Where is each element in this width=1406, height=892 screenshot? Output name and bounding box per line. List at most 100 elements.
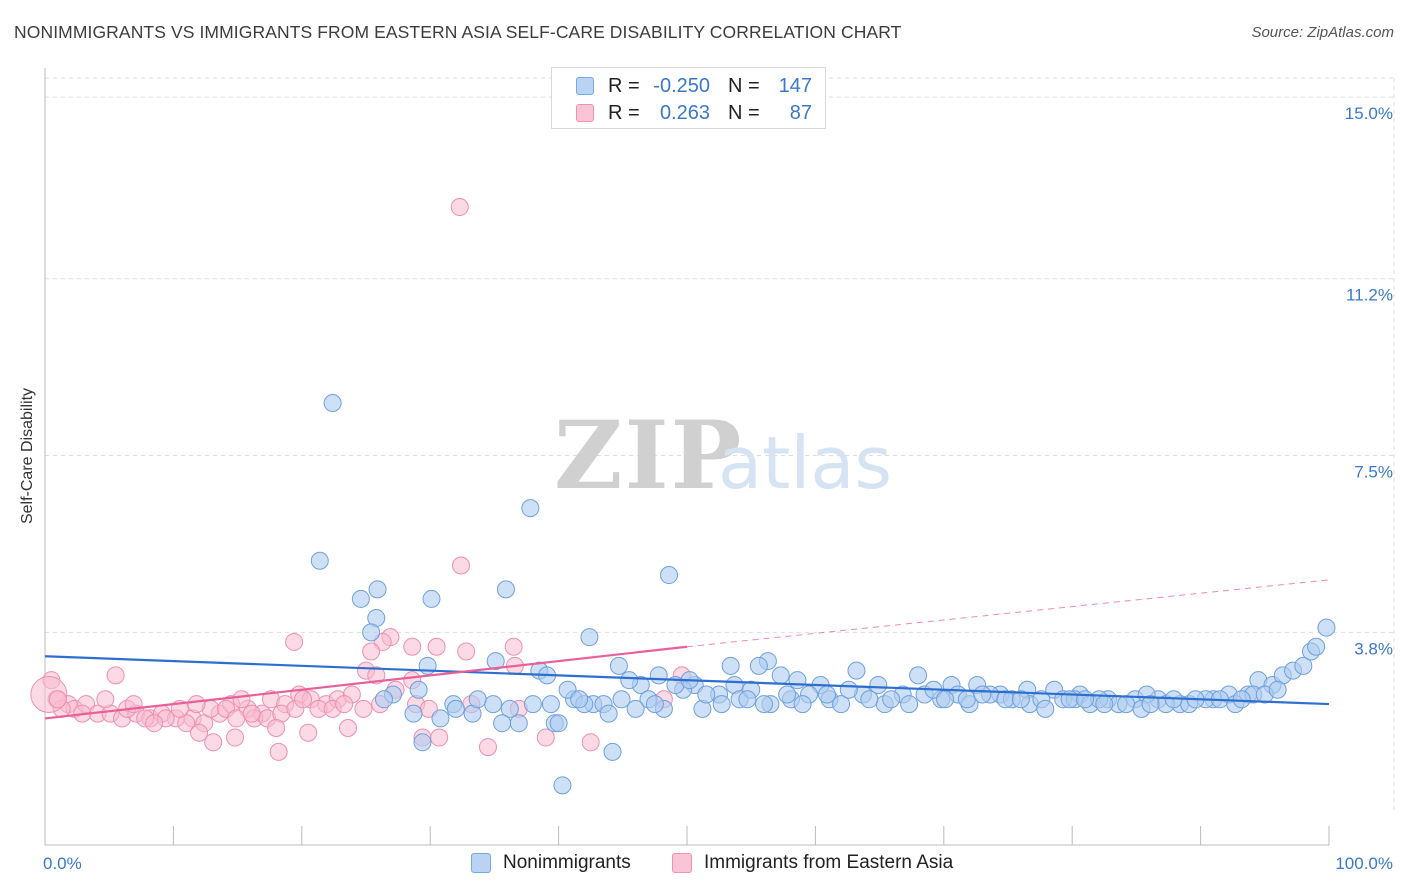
- legend-label-nonimmigrants: Nonimmigrants: [503, 852, 631, 873]
- immigrants-point: [285, 632, 304, 651]
- immigrants-point: [427, 637, 446, 656]
- legend-swatch-pink: [576, 104, 594, 122]
- nonimmigrants-point: [374, 690, 393, 709]
- immigrants-point: [269, 742, 288, 761]
- nonimmigrants-point: [900, 695, 919, 714]
- nonimmigrants-point: [1011, 690, 1030, 709]
- nonimmigrants-point: [496, 580, 515, 599]
- legend-label-immigrants: Immigrants from Eastern Asia: [704, 852, 954, 873]
- immigrants-point: [478, 738, 497, 757]
- nonimmigrants-point: [788, 671, 807, 690]
- legend-row-nonimmigrants: R = -0.250 N = 147: [576, 74, 812, 98]
- nonimmigrants-point: [755, 695, 774, 714]
- immigrants-point: [226, 728, 245, 747]
- legend-row-immigrants: R = 0.263 N = 87: [576, 101, 812, 125]
- nonimmigrants-point: [570, 690, 589, 709]
- nonimmigrants-point: [1076, 690, 1095, 709]
- nonimmigrants-point: [468, 690, 487, 709]
- nonimmigrants-point: [523, 695, 542, 714]
- nonimmigrants-point: [493, 714, 512, 733]
- legend-item-nonimmigrants[interactable]: Nonimmigrants: [471, 852, 631, 874]
- legend-n-value: 87: [789, 101, 812, 124]
- nonimmigrants-point: [697, 685, 716, 704]
- immigrants-point: [294, 690, 313, 709]
- immigrants-point: [232, 690, 251, 709]
- nonimmigrants-point: [1141, 695, 1160, 714]
- immigrants-point: [457, 642, 476, 661]
- nonimmigrants-point: [484, 695, 503, 714]
- y-tick-label: 3.8%: [1354, 639, 1393, 658]
- nonimmigrants-point: [431, 709, 450, 728]
- legend-r-value: 0.263: [659, 101, 710, 124]
- immigrants-point: [96, 690, 115, 709]
- nonimmigrants-trend-line: [44, 655, 1330, 706]
- nonimmigrants-point: [839, 680, 858, 699]
- nonimmigrants-point: [553, 776, 572, 795]
- nonimmigrants-point: [936, 690, 955, 709]
- legend-item-immigrants[interactable]: Immigrants from Eastern Asia: [672, 852, 953, 874]
- nonimmigrants-point: [404, 704, 423, 723]
- immigrants-point: [335, 695, 354, 714]
- legend-r-label: R =: [608, 101, 640, 124]
- immigrants-point: [354, 699, 373, 718]
- y-tick-label: 15.0%: [1345, 104, 1393, 123]
- legend-swatch-pink: [672, 853, 692, 873]
- watermark: ZIP atlas: [554, 401, 892, 511]
- nonimmigrants-point: [738, 690, 757, 709]
- nonimmigrants-point: [778, 685, 797, 704]
- nonimmigrants-point: [649, 666, 668, 685]
- nonimmigrants-point: [793, 695, 812, 714]
- source-label: Source: ZipAtlas.com: [1251, 24, 1394, 41]
- immigrants-trend-line: [44, 645, 688, 720]
- chart-title: NONIMMIGRANTS VS IMMIGRANTS FROM EASTERN…: [14, 22, 902, 42]
- immigrants-point: [227, 709, 246, 728]
- nonimmigrants-point: [1117, 695, 1136, 714]
- watermark-atlas: atlas: [718, 421, 892, 505]
- nonimmigrants-point: [712, 695, 731, 714]
- nonimmigrants-point: [660, 566, 679, 585]
- nonimmigrants-point: [612, 690, 631, 709]
- immigrants-point: [403, 637, 422, 656]
- nonimmigrants-point: [609, 656, 628, 675]
- legend-swatch-blue: [576, 77, 594, 95]
- immigrants-point: [536, 728, 555, 747]
- nonimmigrants-point: [310, 551, 329, 570]
- immigrants-point: [339, 718, 358, 737]
- immigrants-point: [581, 733, 600, 752]
- nonimmigrants-point: [603, 742, 622, 761]
- nonimmigrants-point: [817, 685, 836, 704]
- tick-labels: 15.0% 11.2% 7.5% 3.8% 0.0% 100.0%: [43, 104, 1393, 873]
- trend-lines: [44, 579, 1330, 720]
- x-tick-label: 100.0%: [1335, 854, 1393, 873]
- immigrants-point: [367, 666, 386, 685]
- immigrants-point: [204, 733, 223, 752]
- nonimmigrants-point: [1095, 695, 1114, 714]
- nonimmigrants-point: [973, 685, 992, 704]
- nonimmigrants-point: [1268, 680, 1287, 699]
- legend-n-label: N =: [728, 74, 760, 97]
- x-tick-label: 0.0%: [43, 854, 82, 873]
- nonimmigrants-point: [869, 675, 888, 694]
- nonimmigrants-point: [832, 695, 851, 714]
- nonimmigrants-point: [486, 652, 505, 671]
- nonimmigrants-point: [580, 628, 599, 647]
- nonimmigrants-point: [413, 733, 432, 752]
- nonimmigrants-point: [521, 499, 540, 518]
- y-tick-label: 7.5%: [1354, 463, 1393, 482]
- nonimmigrants-point: [446, 699, 465, 718]
- nonimmigrants-point: [847, 661, 866, 680]
- legend-r-value: -0.250: [653, 74, 710, 97]
- immigrants-point: [187, 695, 206, 714]
- nonimmigrants-point: [620, 671, 639, 690]
- nonimmigrants-point: [500, 699, 519, 718]
- nonimmigrants-point: [323, 393, 342, 412]
- immigrants-point: [450, 198, 469, 217]
- nonimmigrants-point: [626, 699, 645, 718]
- nonimmigrants-point: [541, 695, 560, 714]
- watermark-zip: ZIP: [554, 401, 743, 511]
- nonimmigrants-point: [1307, 637, 1326, 656]
- nonimmigrants-point: [771, 666, 790, 685]
- nonimmigrants-point: [721, 656, 740, 675]
- legend-n-value: 147: [778, 74, 812, 97]
